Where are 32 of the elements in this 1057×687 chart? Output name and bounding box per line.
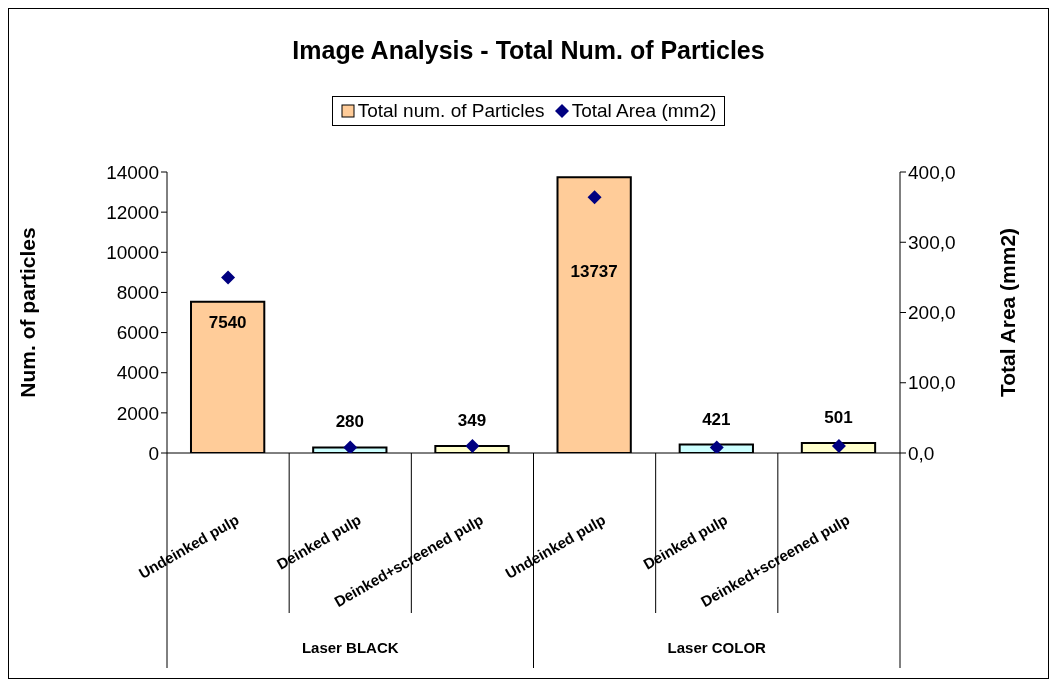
data-label: 7540 [208,312,247,332]
data-label: 280 [335,412,364,432]
y2-tick-label: 200,0 [908,302,956,324]
y2-tick-label: 0,0 [908,442,935,464]
point [465,438,480,453]
legend-label: Total num. of Particles [356,100,545,122]
y-tick-label: 8000 [116,282,159,304]
y-tick-label: 12000 [106,201,159,223]
point [343,440,358,453]
point [831,438,846,453]
y-tick-label: 4000 [116,362,159,384]
point [221,270,236,285]
point [709,440,724,453]
y-tick-label: 6000 [116,322,159,344]
y-tick-label: 2000 [116,402,159,424]
legend-label: Total Area (mm2) [570,100,717,122]
y2-tick-label: 100,0 [908,372,956,394]
y-tick-label: 14000 [106,161,159,183]
y2-axis-title: Total Area (mm2) [996,227,1020,398]
y-tick-label: 10000 [106,242,159,264]
data-label: 421 [702,409,731,429]
y-axis-title: Num. of particles [16,227,40,398]
data-label: 501 [824,407,853,427]
y2-tick-label: 300,0 [908,231,956,253]
y-tick-label: 0 [148,442,159,464]
chart-title: Image Analysis - Total Num. of Particles [291,36,766,65]
text: Laser BLACK [301,639,399,656]
text: Laser COLOR [667,639,767,656]
y2-tick-label: 400,0 [908,161,956,183]
data-label: 349 [457,411,487,430]
data-label: 13737 [570,262,618,282]
point [587,190,602,205]
